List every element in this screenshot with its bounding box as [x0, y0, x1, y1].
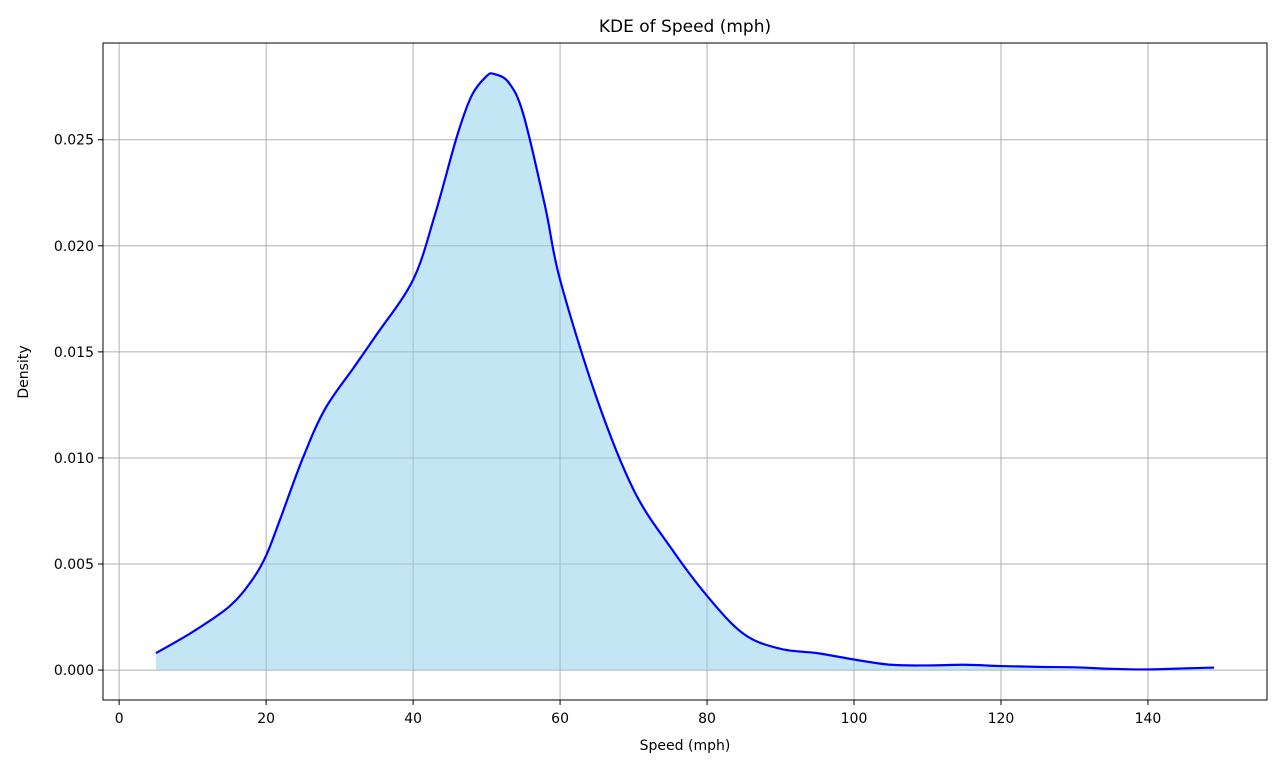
x-tick-label: 100 — [841, 711, 868, 727]
x-axis-label: Speed (mph) — [640, 738, 731, 754]
y-tick-label: 0.025 — [54, 133, 94, 149]
x-tick-label: 0 — [115, 711, 124, 727]
x-tick-label: 120 — [988, 711, 1015, 727]
chart-title: KDE of Speed (mph) — [599, 17, 771, 37]
y-tick-label: 0.010 — [54, 451, 94, 467]
kde-density-line — [155, 72, 1215, 671]
grid-lines — [103, 43, 1267, 700]
x-tick-label: 60 — [551, 711, 569, 727]
plot-frame — [102, 42, 1268, 701]
y-tick-label: 0.000 — [54, 663, 94, 679]
y-axis-ticks: 0.000 0.005 0.010 0.015 0.020 0.025 — [54, 133, 103, 679]
y-tick-label: 0.015 — [54, 345, 94, 361]
x-tick-label: 140 — [1135, 711, 1162, 727]
x-tick-label: 20 — [257, 711, 275, 727]
x-tick-label: 80 — [698, 711, 716, 727]
y-tick-label: 0.005 — [54, 557, 94, 573]
y-axis-label: Density — [16, 345, 32, 398]
x-axis-ticks: 0 20 40 60 80 100 120 140 — [115, 700, 1162, 727]
y-tick-label: 0.020 — [54, 239, 94, 255]
x-tick-label: 40 — [404, 711, 422, 727]
kde-area-fill — [155, 73, 1215, 671]
